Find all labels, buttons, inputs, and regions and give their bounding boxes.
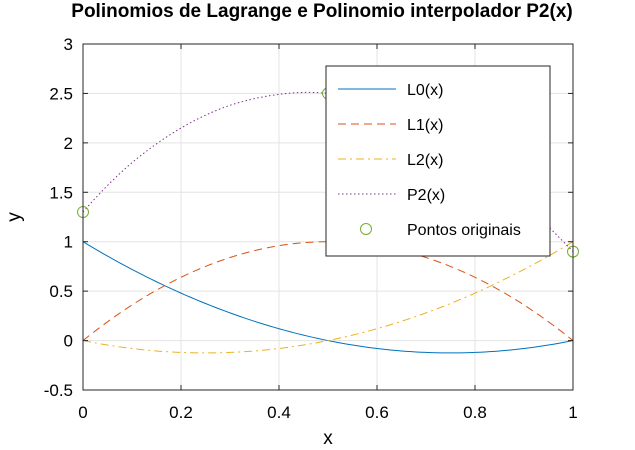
legend-label-p2-x: P2(x) (407, 187, 445, 204)
legend-label-l1-x: L1(x) (407, 117, 443, 134)
y-tick-label: 0 (64, 332, 73, 351)
y-axis-label: y (4, 212, 25, 222)
y-tick-label: 0.5 (49, 282, 73, 301)
legend-label-l0-x: L0(x) (407, 82, 443, 99)
x-tick-label: 0.2 (169, 403, 193, 422)
axis-ticks: 0 0.2 0.4 0.6 0.8 1 -0.5 0 0.5 1 1.5 2 2.5 3 (44, 35, 578, 422)
legend-swatch-pontos-originais (360, 223, 372, 235)
x-axis-label: x (323, 428, 333, 445)
x-tick-label: 0.8 (463, 403, 487, 422)
legend-label-pontos-originais: Pontos originais (407, 222, 521, 239)
y-tick-label: 2 (64, 134, 73, 153)
x-tick-label: 0.6 (365, 403, 389, 422)
series-line-l2-x (82, 241, 574, 354)
x-tick-label: 0 (78, 403, 87, 422)
legend-label-l2-x: L2(x) (407, 152, 443, 169)
y-tick-label: -0.5 (44, 381, 73, 400)
legend: L0(x) L1(x) L2(x) P2(x) Pontos originais (325, 65, 551, 257)
x-tick-label: 1 (568, 403, 577, 422)
series-line-l1-x (82, 241, 574, 341)
y-tick-label: 3 (64, 35, 73, 54)
chart-title: Polinomios de Lagrange e Polinomio inter… (71, 1, 572, 22)
y-tick-label: 1 (64, 233, 73, 252)
plot-frame (82, 43, 574, 391)
x-tick-label: 0.4 (267, 403, 291, 422)
y-tick-label: 2.5 (49, 84, 73, 103)
y-tick-label: 1.5 (49, 183, 73, 202)
